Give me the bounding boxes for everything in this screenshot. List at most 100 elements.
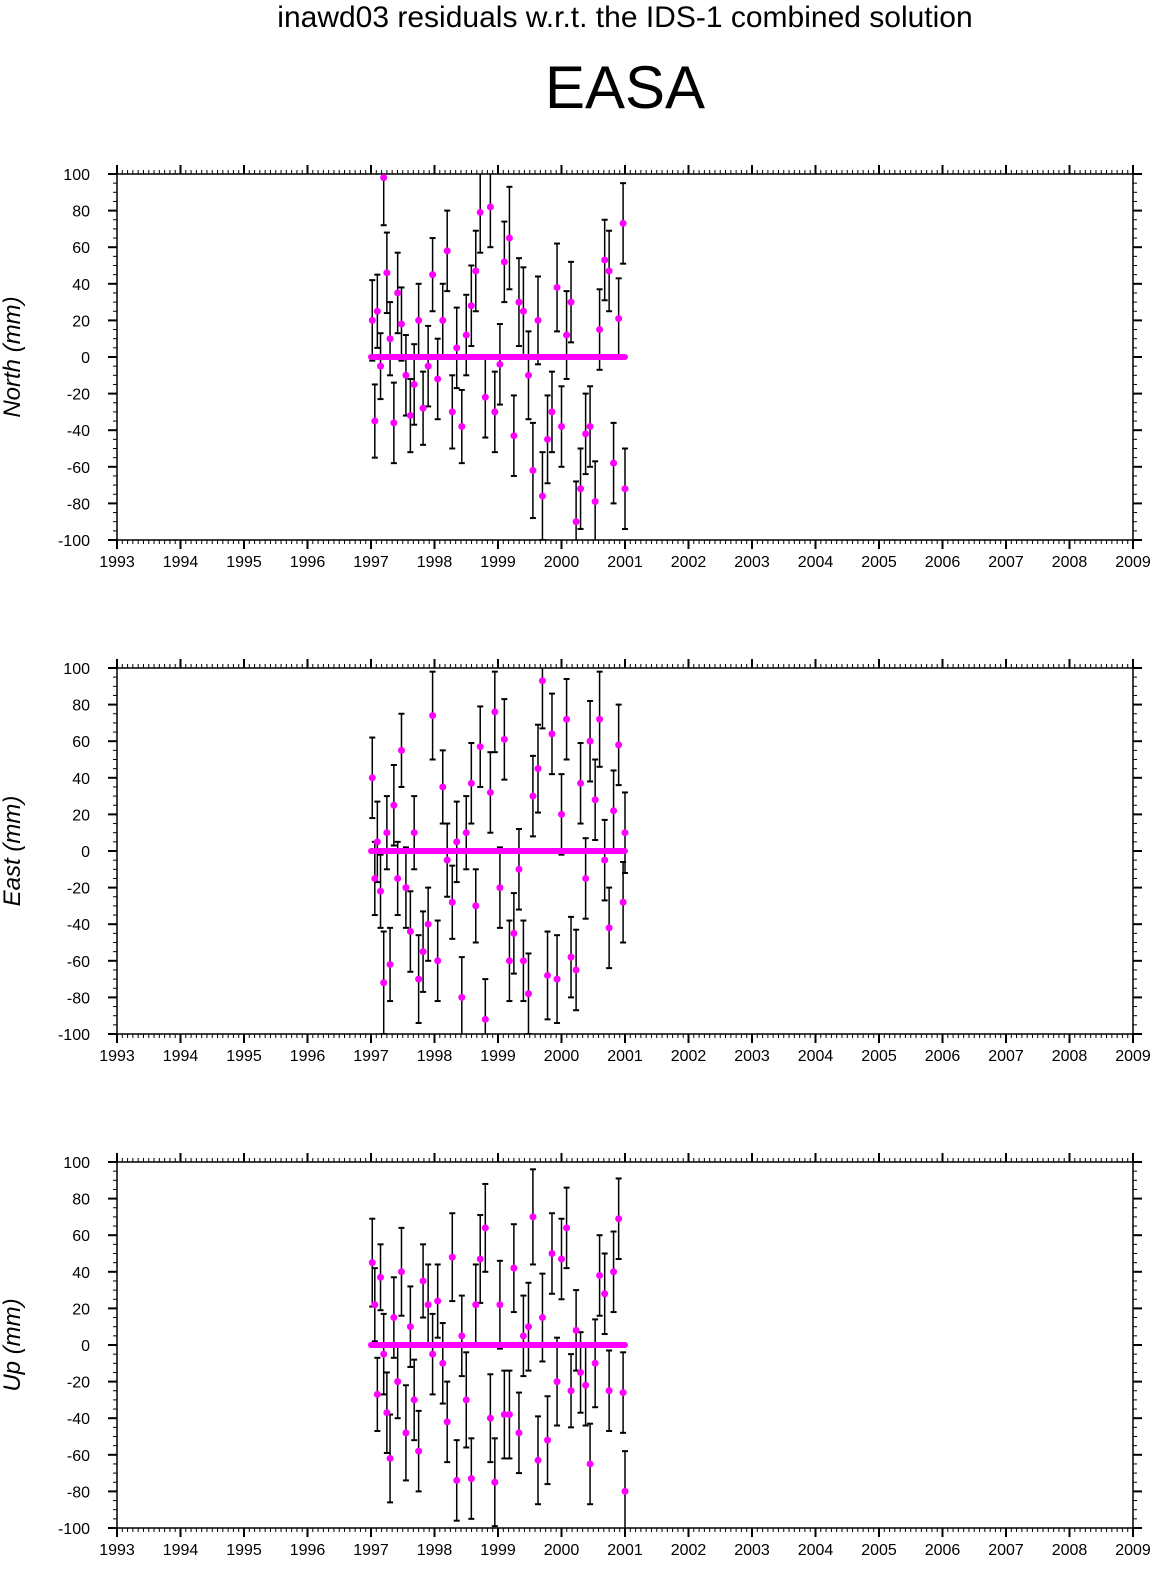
data-point xyxy=(406,412,414,420)
data-point xyxy=(577,779,585,787)
data-point xyxy=(621,1487,629,1495)
data-point xyxy=(406,928,414,936)
x-tick-label: 2000 xyxy=(544,554,580,571)
y-tick-label: 40 xyxy=(72,1265,90,1282)
data-point xyxy=(500,1411,508,1419)
x-tick-label: 1994 xyxy=(163,1048,199,1065)
data-layer xyxy=(368,174,629,540)
data-point xyxy=(373,838,381,846)
data-point xyxy=(380,979,388,987)
data-point xyxy=(439,1359,447,1367)
y-tick-label: 80 xyxy=(72,1192,90,1209)
y-tick-label: 0 xyxy=(81,844,90,861)
x-tick-label: 1998 xyxy=(417,554,453,571)
data-point xyxy=(544,435,552,443)
data-point xyxy=(458,423,466,431)
x-tick-label: 1993 xyxy=(99,1048,135,1065)
x-tick-label: 2002 xyxy=(671,1048,707,1065)
data-point xyxy=(415,975,423,983)
data-point xyxy=(519,307,527,315)
x-tick-label: 1997 xyxy=(353,1542,389,1559)
data-point xyxy=(548,1250,556,1257)
x-tick-label: 1999 xyxy=(480,1542,516,1559)
data-point xyxy=(383,269,391,277)
data-point xyxy=(586,1460,594,1468)
y-tick-label: 80 xyxy=(72,698,90,715)
data-point xyxy=(538,1314,546,1322)
data-point xyxy=(481,1224,489,1232)
x-tick-label: 2006 xyxy=(925,1542,961,1559)
data-point xyxy=(386,1454,394,1462)
data-point xyxy=(529,1213,537,1221)
data-point xyxy=(429,1350,437,1358)
data-layer xyxy=(368,1168,629,1528)
data-point xyxy=(383,1409,391,1417)
data-point xyxy=(515,298,523,306)
x-tick-label: 2004 xyxy=(798,1048,834,1065)
data-point xyxy=(410,829,418,837)
data-point xyxy=(377,1273,385,1281)
y-tick-label: 20 xyxy=(72,807,90,824)
data-point xyxy=(553,975,561,983)
y-tick-label: 60 xyxy=(72,240,90,257)
data-point xyxy=(515,865,523,873)
data-point xyxy=(380,174,388,182)
y-tick-label: -60 xyxy=(67,1448,90,1465)
x-tick-label: 2005 xyxy=(861,1048,897,1065)
y-tick-label: -80 xyxy=(67,1484,90,1501)
data-point xyxy=(582,1381,590,1389)
data-point xyxy=(467,1475,475,1483)
data-point xyxy=(577,1368,585,1376)
data-point xyxy=(563,715,571,723)
x-tick-label: 2002 xyxy=(671,1542,707,1559)
data-point xyxy=(515,1429,523,1437)
data-point xyxy=(619,1389,627,1397)
data-point xyxy=(519,957,527,965)
x-tick-label: 2002 xyxy=(671,554,707,571)
y-tick-label: 80 xyxy=(72,204,90,221)
y-tick-label: 40 xyxy=(72,277,90,294)
data-point xyxy=(397,746,405,754)
x-tick-label: 2000 xyxy=(544,1048,580,1065)
data-point xyxy=(524,990,532,998)
x-tick-label: 1994 xyxy=(163,1542,199,1559)
data-point xyxy=(397,320,405,328)
data-point xyxy=(415,316,423,324)
data-point xyxy=(390,1314,398,1322)
data-point xyxy=(458,1332,466,1340)
data-point xyxy=(472,267,480,275)
data-point xyxy=(476,208,484,216)
y-tick-label: 60 xyxy=(72,1228,90,1245)
data-point xyxy=(567,1387,575,1395)
x-tick-label: 2003 xyxy=(734,1048,770,1065)
data-point xyxy=(519,1332,527,1340)
data-point xyxy=(534,316,542,324)
x-tick-label: 2003 xyxy=(734,1542,770,1559)
data-point xyxy=(371,1301,379,1309)
x-tick-label: 2009 xyxy=(1115,1048,1151,1065)
data-point xyxy=(371,874,379,882)
data-point xyxy=(386,960,394,968)
y-tick-label: -40 xyxy=(67,917,90,934)
data-point xyxy=(572,966,580,974)
data-point xyxy=(448,408,456,416)
y-tick-label: 20 xyxy=(72,1301,90,1318)
y-tick-label: 0 xyxy=(81,350,90,367)
data-point xyxy=(558,1255,565,1263)
data-point xyxy=(615,1215,623,1223)
panel-2: 1993 1994 1995 1996 1997 1998 1999 2000 2001 2002… xyxy=(0,659,1151,1065)
x-tick-label: 2001 xyxy=(607,554,643,571)
data-point xyxy=(424,920,432,928)
data-point xyxy=(534,765,542,773)
data-point xyxy=(491,1478,499,1486)
x-tick-label: 2001 xyxy=(607,1542,643,1559)
data-point xyxy=(548,730,556,738)
data-point xyxy=(397,1268,405,1276)
y-tick-label: -40 xyxy=(67,1411,90,1428)
y-tick-label: -20 xyxy=(67,387,90,404)
data-point xyxy=(591,1359,599,1367)
data-point xyxy=(619,219,627,227)
data-point xyxy=(567,298,575,306)
x-tick-label: 2000 xyxy=(544,1542,580,1559)
y-tick-label: -60 xyxy=(67,954,90,971)
